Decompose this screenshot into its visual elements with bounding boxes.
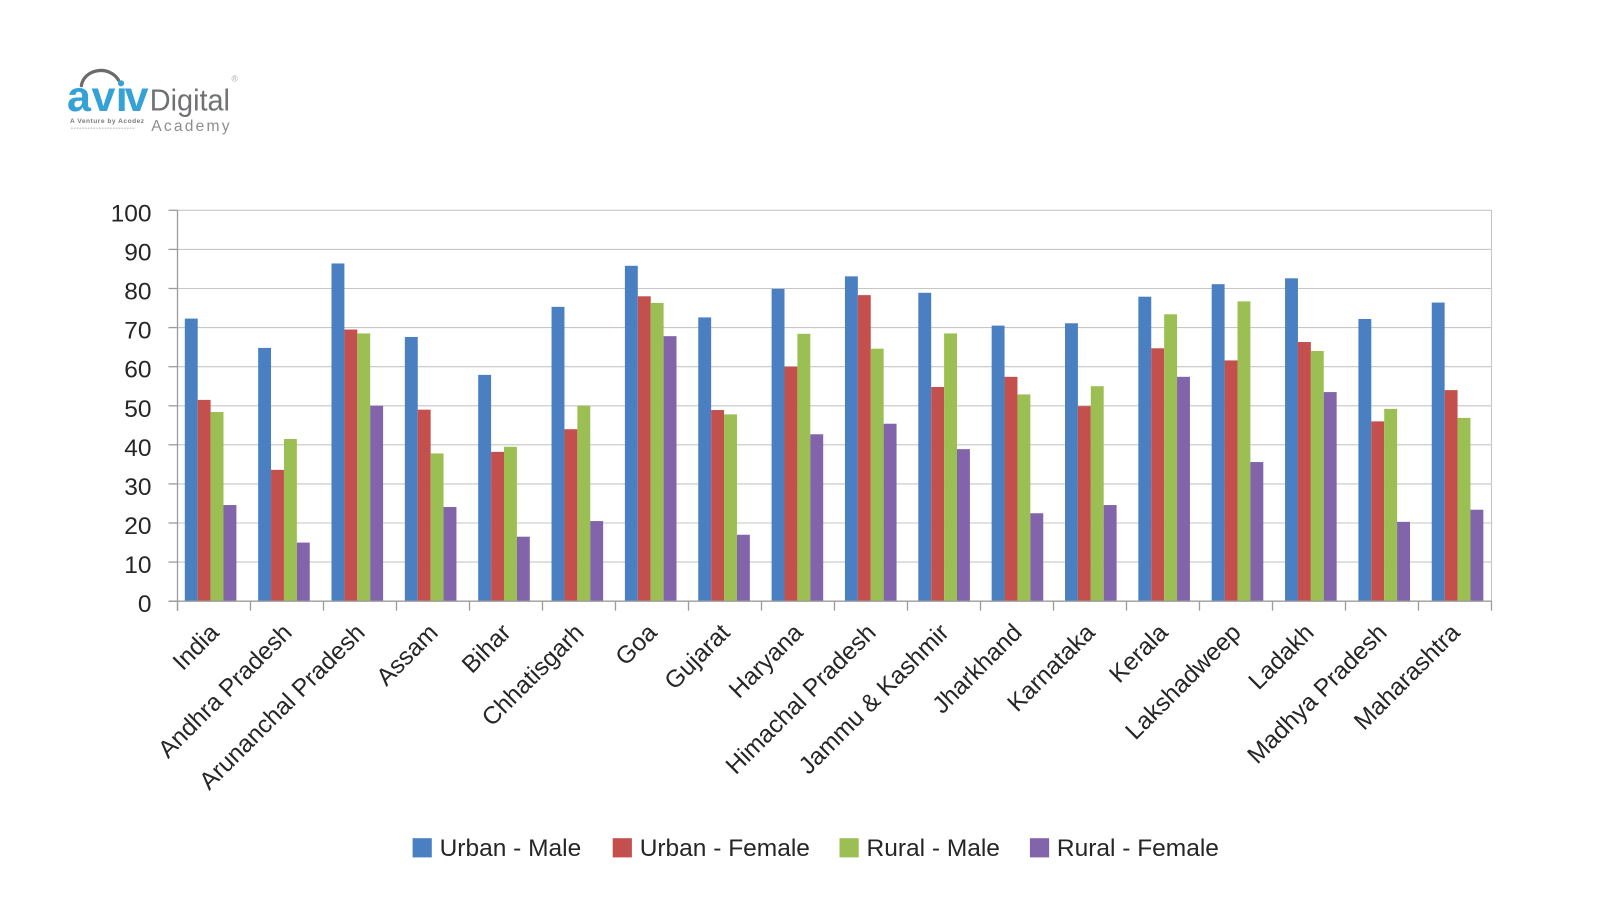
svg-text:0: 0 (138, 591, 152, 618)
svg-text:100: 100 (111, 200, 152, 227)
svg-text:90: 90 (124, 239, 151, 266)
svg-text:Urban - Male: Urban - Male (440, 835, 582, 862)
svg-text:60: 60 (124, 357, 151, 384)
svg-text:20: 20 (124, 513, 151, 540)
svg-text:Digital: Digital (150, 84, 230, 118)
svg-text:Academy: Academy (151, 118, 231, 135)
svg-text:v: v (92, 73, 116, 121)
svg-text:a: a (67, 73, 92, 121)
svg-text:Urban - Female: Urban - Female (640, 835, 810, 862)
svg-text:80: 80 (124, 279, 151, 306)
svg-text:Rural - Female: Rural - Female (1057, 835, 1219, 862)
svg-text:70: 70 (124, 318, 151, 345)
svg-text:®: ® (232, 74, 239, 84)
svg-text:v: v (125, 73, 149, 121)
svg-text:Rural - Male: Rural - Male (867, 835, 1000, 862)
svg-text:ı: ı (116, 73, 128, 121)
svg-text:A Venture by Acodez: A Venture by Acodez (70, 118, 145, 125)
svg-text:50: 50 (124, 396, 151, 423)
svg-text:30: 30 (124, 474, 151, 501)
svg-text:40: 40 (124, 435, 151, 462)
svg-text:10: 10 (124, 552, 151, 579)
